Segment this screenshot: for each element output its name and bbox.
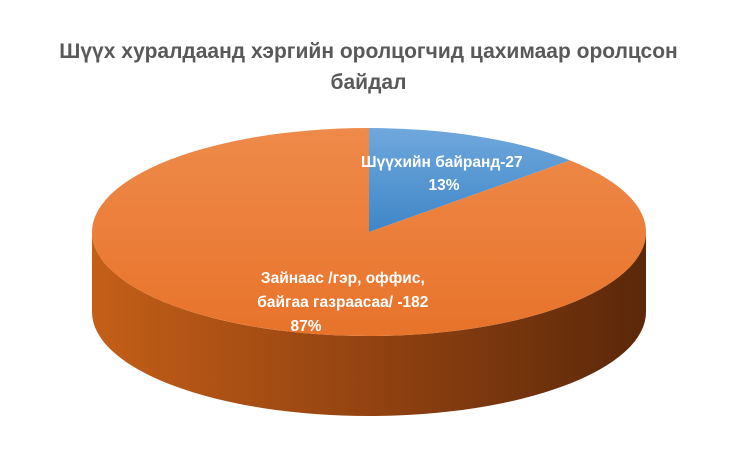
slice-label-remote: Зайнаас /гэр, оффис, байгаа газраасаа/ -… — [257, 270, 432, 335]
chart-title: Шүүх хуралдаанд хэргийн оролцогчид цахим… — [59, 40, 678, 94]
slice-label-remote-line1: Зайнаас /гэр, оффис, — [261, 270, 425, 287]
slice-label-remote-line2: байгаа газраасаа/ -182 — [257, 294, 428, 311]
slice-label-remote-percent: 87% — [290, 318, 321, 335]
slice-label-courthouse-line1: Шүүхийн байранд-27 — [361, 154, 523, 171]
pie-slice-remote — [91, 128, 646, 336]
pie-side-wall — [92, 232, 646, 416]
slice-label-courthouse: Шүүхийн байранд-27 13% — [361, 154, 527, 194]
pie-slice-courthouse — [369, 128, 570, 232]
slice-label-courthouse-percent: 13% — [428, 177, 459, 194]
